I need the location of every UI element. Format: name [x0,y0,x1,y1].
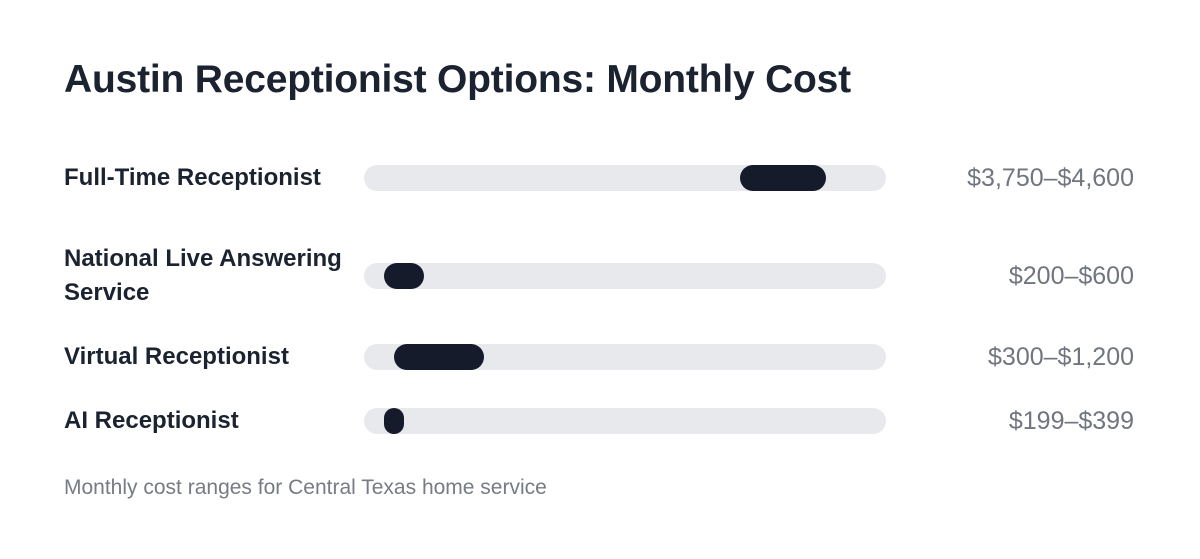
range-value-label: $199–$399 [1008,407,1134,435]
category-label: Virtual Receptionist [64,343,289,370]
range-value-label: $300–$1,200 [988,343,1134,371]
category-label: AI Receptionist [64,407,239,434]
range-bar [384,263,425,289]
bar-track [364,263,886,289]
bar-track [364,408,886,434]
range-bar [394,344,485,370]
bar-track [364,165,886,191]
category-label: Full-Time Receptionist [64,164,321,191]
range-bar [740,165,826,191]
range-value-label: $3,750–$4,600 [967,164,1134,192]
bar-track [364,344,886,370]
chart-caption: Monthly cost ranges for Central Texas ho… [64,476,547,499]
category-label: National Live Answering Service [64,245,342,306]
range-value-label: $200–$600 [1008,262,1134,290]
range-bar [383,408,405,434]
chart-title: Austin Receptionist Options: Monthly Cos… [64,58,851,101]
